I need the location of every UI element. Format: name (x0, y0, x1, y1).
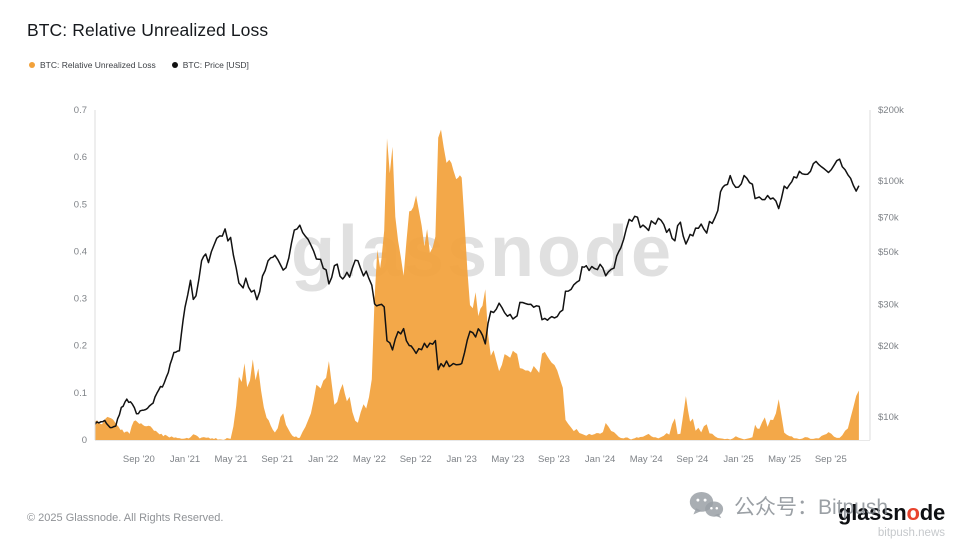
x-axis-tick-label: Jan '21 (170, 454, 200, 465)
x-axis-tick-label: Sep '23 (538, 454, 570, 465)
right-axis-tick-label: $20k (878, 341, 899, 352)
x-axis-tick-label: May '25 (768, 454, 801, 465)
glassnode-logo: glassnode (838, 500, 945, 526)
right-axis-tick-label: $30k (878, 299, 899, 310)
series-line-price (94, 158, 860, 429)
legend: BTC: Relative Unrealized Loss BTC: Price … (29, 60, 249, 70)
x-axis-tick-label: Jan '23 (447, 454, 477, 465)
right-axis-tick-label: $10k (878, 412, 899, 423)
left-axis-tick-label: 0.7 (74, 105, 87, 116)
left-axis-tick-label: 0.2 (74, 341, 87, 352)
x-axis-tick-label: Sep '21 (261, 454, 293, 465)
left-axis-tick-label: 0.5 (74, 199, 87, 210)
right-axis-tick-label: $70k (878, 213, 899, 224)
page-title: BTC: Relative Unrealized Loss (27, 20, 269, 40)
x-axis-tick-label: May '23 (491, 454, 524, 465)
legend-label: BTC: Relative Unrealized Loss (40, 60, 156, 70)
x-axis-tick-label: Sep '25 (815, 454, 847, 465)
left-axis-tick-label: 0.6 (74, 152, 87, 163)
x-axis-tick-label: Jan '24 (585, 454, 615, 465)
right-axis-tick-label: $100k (878, 176, 904, 187)
copyright-text: © 2025 Glassnode. All Rights Reserved. (27, 512, 224, 524)
x-axis-tick-label: Sep '24 (676, 454, 708, 465)
legend-item[interactable]: BTC: Price [USD] (171, 60, 249, 70)
x-axis-tick-label: May '22 (353, 454, 386, 465)
x-axis-tick-label: Sep '22 (400, 454, 432, 465)
legend-item[interactable]: BTC: Relative Unrealized Loss (29, 60, 156, 70)
series-area-unrealized-loss (95, 129, 859, 440)
x-axis-tick-label: Sep '20 (123, 454, 155, 465)
logo-dot: o (906, 500, 920, 525)
legend-dot-icon (29, 62, 35, 68)
right-axis-tick-label: $50k (878, 247, 899, 258)
x-axis-tick-label: Jan '25 (723, 454, 753, 465)
logo-text-post: de (919, 500, 945, 525)
bitpush-site-text: bitpush.news (877, 527, 945, 539)
right-axis-tick-label: $200k (878, 105, 904, 116)
logo-text-pre: glassn (837, 500, 907, 525)
x-axis-tick-label: Jan '22 (308, 454, 338, 465)
legend-label: BTC: Price [USD] (182, 60, 249, 70)
left-axis-tick-label: 0.3 (74, 294, 87, 305)
x-axis-tick-label: May '24 (630, 454, 663, 465)
left-axis-tick-label: 0 (82, 435, 87, 446)
left-axis-tick-label: 0.1 (74, 388, 87, 399)
legend-dot-icon (171, 62, 178, 68)
x-axis-tick-label: May '21 (215, 454, 248, 465)
left-axis-tick-label: 0.4 (74, 246, 87, 257)
